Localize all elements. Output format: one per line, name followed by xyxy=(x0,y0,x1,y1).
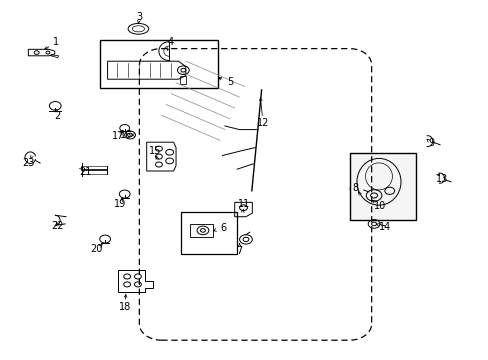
Text: 17: 17 xyxy=(112,131,124,141)
Text: 5: 5 xyxy=(226,77,232,87)
Text: 9: 9 xyxy=(427,138,433,148)
Text: 8: 8 xyxy=(351,183,357,193)
Text: 1: 1 xyxy=(53,37,59,48)
Text: 16: 16 xyxy=(120,130,132,140)
Text: 14: 14 xyxy=(378,222,391,232)
Text: 3: 3 xyxy=(136,12,142,22)
Text: 13: 13 xyxy=(435,174,448,184)
Text: 22: 22 xyxy=(51,221,64,231)
Text: 4: 4 xyxy=(167,37,173,48)
FancyBboxPatch shape xyxy=(349,153,415,220)
Text: 7: 7 xyxy=(236,246,242,256)
Text: 15: 15 xyxy=(149,146,162,156)
Text: 11: 11 xyxy=(238,199,250,210)
Text: 20: 20 xyxy=(90,244,103,254)
Text: 21: 21 xyxy=(79,167,92,177)
Text: 12: 12 xyxy=(256,118,269,128)
Text: 10: 10 xyxy=(373,201,386,211)
Text: 6: 6 xyxy=(220,222,225,233)
Text: 23: 23 xyxy=(22,158,35,168)
Text: 2: 2 xyxy=(55,111,61,121)
Text: 19: 19 xyxy=(113,199,126,210)
Text: 18: 18 xyxy=(118,302,131,312)
